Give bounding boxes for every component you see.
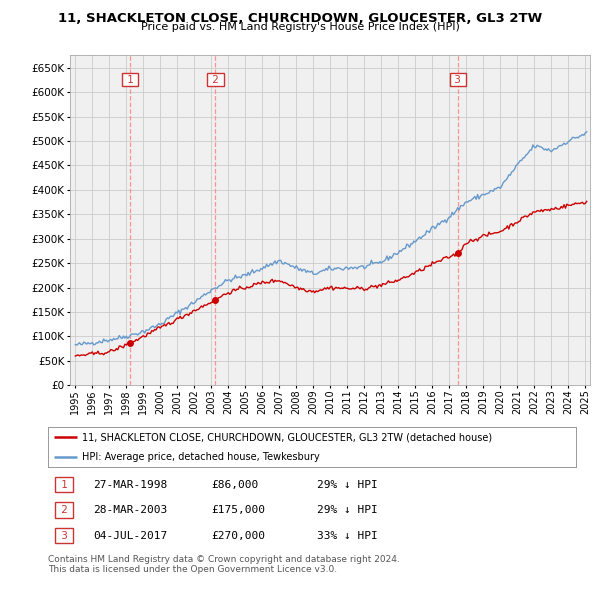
Text: 11, SHACKLETON CLOSE, CHURCHDOWN, GLOUCESTER, GL3 2TW: 11, SHACKLETON CLOSE, CHURCHDOWN, GLOUCE… [58,12,542,25]
Text: 1: 1 [124,75,137,85]
Text: 28-MAR-2003: 28-MAR-2003 [93,505,167,515]
Text: 11, SHACKLETON CLOSE, CHURCHDOWN, GLOUCESTER, GL3 2TW (detached house): 11, SHACKLETON CLOSE, CHURCHDOWN, GLOUCE… [82,432,493,442]
Text: 2: 2 [58,505,71,515]
Text: 1: 1 [58,480,71,490]
Text: £175,000: £175,000 [212,505,266,515]
Text: 3: 3 [58,530,71,540]
Text: 04-JUL-2017: 04-JUL-2017 [93,530,167,540]
Text: 3: 3 [451,75,464,85]
Text: 2: 2 [209,75,222,85]
Text: £270,000: £270,000 [212,530,266,540]
Text: Contains HM Land Registry data © Crown copyright and database right 2024.
This d: Contains HM Land Registry data © Crown c… [48,555,400,574]
Text: 29% ↓ HPI: 29% ↓ HPI [317,505,378,515]
Text: HPI: Average price, detached house, Tewkesbury: HPI: Average price, detached house, Tewk… [82,453,320,462]
Text: 33% ↓ HPI: 33% ↓ HPI [317,530,378,540]
Text: 27-MAR-1998: 27-MAR-1998 [93,480,167,490]
Text: £86,000: £86,000 [212,480,259,490]
Text: 29% ↓ HPI: 29% ↓ HPI [317,480,378,490]
Text: Price paid vs. HM Land Registry's House Price Index (HPI): Price paid vs. HM Land Registry's House … [140,22,460,32]
